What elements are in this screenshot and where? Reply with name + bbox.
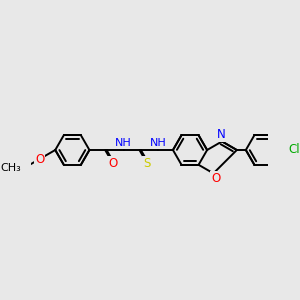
Text: O: O: [35, 153, 44, 166]
Text: O: O: [108, 157, 117, 169]
Text: CH₃: CH₃: [0, 163, 21, 172]
Text: NH: NH: [115, 138, 132, 148]
Text: NH: NH: [150, 138, 166, 148]
Text: N: N: [216, 128, 225, 141]
Text: S: S: [143, 157, 151, 169]
Text: Cl: Cl: [288, 143, 300, 157]
Text: O: O: [211, 172, 220, 184]
